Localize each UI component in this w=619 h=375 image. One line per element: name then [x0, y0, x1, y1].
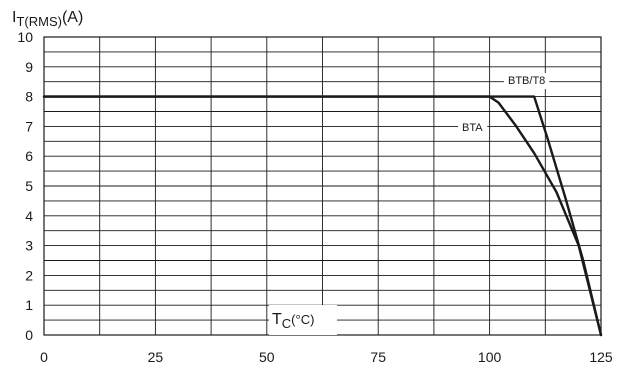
y-tick-label: 6	[25, 148, 33, 164]
y-axis-title: IT(RMS)(A)	[12, 9, 83, 29]
curves	[42, 95, 603, 337]
y-axis-title-sub: T(RMS)	[16, 14, 62, 29]
x-tick-label: 0	[40, 349, 48, 365]
x-axis-title-main: T	[272, 311, 282, 328]
y-tick-label: 10	[17, 29, 33, 45]
x-tick-label: 100	[478, 349, 502, 365]
series-label-1: BTA	[462, 122, 483, 134]
series-label-2: BTB/T8	[508, 75, 545, 87]
x-axis-title-bg	[269, 305, 337, 335]
y-tick-label: 5	[25, 178, 33, 194]
grid	[43, 36, 602, 336]
y-tick-label: 3	[25, 238, 33, 254]
x-tick-label: 125	[589, 349, 613, 365]
series-labels: BTA BTB/T8	[458, 73, 550, 136]
x-axis-title-sub: C	[282, 316, 291, 331]
y-tick-label: 1	[25, 297, 33, 313]
y-tick-label: 4	[25, 208, 33, 224]
series-label-bg	[504, 73, 550, 89]
series-label-bg	[458, 120, 488, 136]
y-tick-label: 7	[25, 118, 33, 134]
series-line-2	[42, 95, 603, 337]
y-axis-title-unit: (A)	[62, 9, 83, 26]
y-axis-title-main: I	[12, 9, 16, 26]
y-tick-label: 8	[25, 89, 33, 105]
x-axis-title-unit: (°C)	[291, 312, 314, 327]
y-tick-label: 2	[25, 267, 33, 283]
x-tick-label: 75	[370, 349, 386, 365]
x-tick-label: 50	[259, 349, 275, 365]
y-tick-label: 9	[25, 59, 33, 75]
x-tick-label: 25	[148, 349, 164, 365]
x-axis-title: TC(°C)	[272, 311, 314, 331]
y-tick-label: 0	[25, 327, 33, 343]
